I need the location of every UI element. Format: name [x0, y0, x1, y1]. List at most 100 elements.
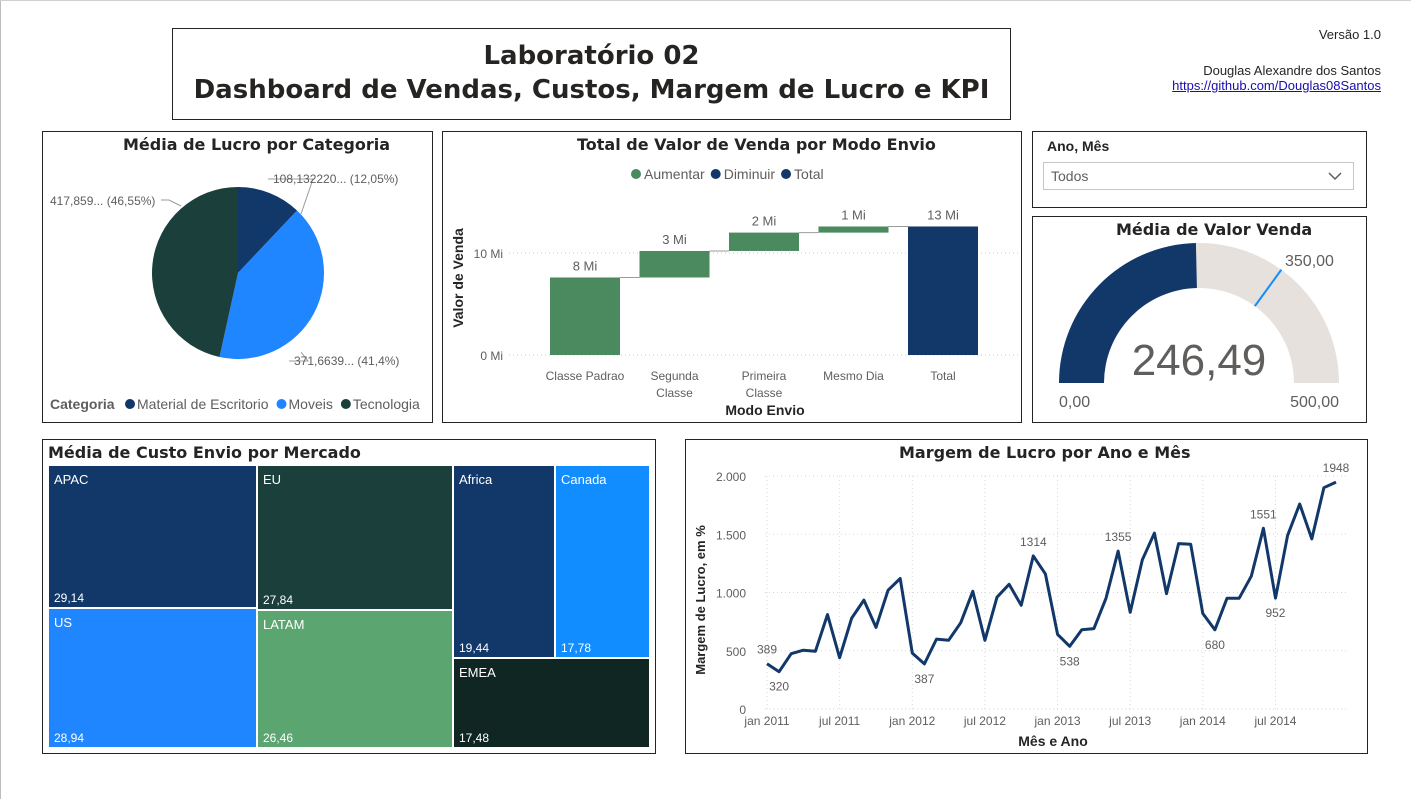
waterfall-legend-item[interactable]: Diminuir	[724, 166, 776, 182]
line-y-tick: 1.000	[716, 587, 746, 601]
line-x-tick: jul 2011	[818, 714, 860, 728]
treemap-cell-us[interactable]: US 28,94	[48, 608, 257, 748]
pie-slice-moveis[interactable]	[219, 210, 324, 359]
waterfall-y-axis-title: Valor de Venda	[450, 228, 466, 328]
treemap-name: LATAM	[263, 617, 305, 632]
waterfall-legend-item[interactable]: Aumentar	[644, 166, 705, 182]
version-label: Versão 1.0	[1318, 27, 1381, 42]
waterfall-legend-item[interactable]: Total	[794, 166, 824, 182]
dashboard-title-box: Laboratório 02 Dashboard de Vendas, Cust…	[172, 28, 1011, 120]
legend-marker	[710, 169, 721, 179]
treemap-cell-latam[interactable]: LATAM 26,46	[257, 610, 453, 748]
treemap-value: 29,14	[54, 591, 85, 605]
line-y-axis-title: Margem de Lucro, em %	[693, 525, 708, 675]
line-data-label: 538	[1060, 654, 1080, 668]
waterfall-y-tick: 10 Mi	[474, 247, 503, 261]
pie-leader-line	[289, 351, 310, 362]
gauge-value-label: 246,49	[1132, 336, 1267, 385]
legend-marker	[781, 169, 792, 179]
pie-leader-line	[268, 178, 314, 215]
line-x-tick: jan 2011	[743, 714, 789, 728]
waterfall-bar[interactable]	[729, 232, 799, 251]
pie-slice-tecnologia[interactable]	[152, 187, 238, 357]
waterfall-bar[interactable]	[639, 250, 710, 278]
gauge-svg: 350,00 246,49 0,00 500,00	[1059, 243, 1339, 411]
canvas-top-edge	[0, 0, 1411, 1]
pie-legend-title: Categoria	[50, 396, 115, 412]
waterfall-x-tick: Segunda	[650, 369, 698, 383]
pie-legend-item[interactable]: Moveis	[289, 396, 333, 412]
treemap-cell-apac[interactable]: APAC 29,14	[48, 465, 257, 608]
line-y-tick: 0	[739, 703, 746, 717]
legend-marker	[276, 399, 287, 409]
waterfall-chart-card: Total de Valor de Venda por Modo Envio A…	[442, 131, 1022, 423]
pie-chart-svg: 108,132220... (12,05%) 371,6639... (41,4%…	[50, 172, 420, 412]
treemap-title: Média de Custo Envio por Mercado	[48, 443, 361, 462]
treemap-name: Canada	[561, 472, 607, 487]
line-x-axis-title: Mês e Ano	[1018, 733, 1088, 749]
treemap-value: 28,94	[54, 731, 85, 745]
line-data-label: 320	[769, 680, 789, 694]
waterfall-bar[interactable]	[818, 226, 889, 233]
waterfall-x-tick: Classe	[746, 386, 783, 400]
line-x-tick: jan 2012	[888, 714, 935, 728]
line-x-tick: jul 2014	[1253, 714, 1296, 728]
waterfall-bar[interactable]	[550, 277, 620, 355]
line-x-tick: jan 2013	[1034, 714, 1081, 728]
gauge-title: Média de Valor Venda	[1116, 220, 1313, 239]
legend-marker	[125, 399, 135, 409]
line-data-label: 1948	[1323, 461, 1350, 475]
line-data-label: 389	[757, 643, 777, 657]
waterfall-x-tick: Classe Padrao	[546, 369, 625, 383]
github-link[interactable]: https://github.com/Douglas08Santos	[1172, 78, 1381, 93]
waterfall-y-tick: 0 Mi	[480, 349, 503, 363]
treemap-value: 19,44	[459, 641, 490, 655]
gauge-value-arc[interactable]	[1059, 243, 1197, 383]
line-x-tick: jul 2013	[1108, 714, 1151, 728]
line-data-label: 1355	[1105, 530, 1132, 544]
waterfall-data-label: 2 Mi	[752, 214, 777, 229]
line-y-tick: 2.000	[716, 470, 746, 484]
treemap-name: US	[54, 615, 73, 630]
legend-marker	[340, 399, 351, 409]
title-line-2: Dashboard de Vendas, Custos, Margem de L…	[193, 75, 990, 105]
waterfall-bar[interactable]	[908, 226, 978, 355]
waterfall-x-axis-title: Modo Envio	[725, 402, 804, 418]
waterfall-x-tick: Total	[930, 369, 955, 383]
pie-slice-material-de-escritorio[interactable]	[238, 187, 298, 273]
treemap-cell-eu[interactable]: EU 27,84	[257, 465, 453, 610]
slicer-dropdown[interactable]: Todos	[1043, 162, 1354, 190]
line-chart-svg: 0 500 1.000 1.500 2.000 jan 2011 jul 2011 jan 2…	[693, 461, 1350, 749]
author-name: Douglas Alexandre dos Santos	[1203, 63, 1381, 78]
gauge-min-label: 0,00	[1059, 394, 1090, 411]
waterfall-data-label: 1 Mi	[841, 207, 866, 222]
line-data-label: 387	[914, 672, 934, 686]
pie-legend-item[interactable]: Material de Escritorio	[137, 396, 269, 412]
line-data-label: 1551	[1250, 507, 1277, 521]
waterfall-x-tick: Classe	[656, 386, 693, 400]
pie-data-label: 371,6639... (41,4%)	[294, 354, 399, 368]
treemap-cell-canada[interactable]: Canada 17,78	[555, 465, 650, 658]
treemap-cell-africa[interactable]: Africa 19,44	[453, 465, 555, 658]
pie-legend-item[interactable]: Tecnologia	[353, 396, 420, 412]
waterfall-data-label: 13 Mi	[927, 207, 959, 222]
treemap-cell-emea[interactable]: EMEA 17,48	[453, 658, 650, 748]
treemap-name: APAC	[54, 472, 89, 487]
treemap-value: 17,78	[561, 641, 592, 655]
author-block: Douglas Alexandre dos Santos https://git…	[1172, 63, 1381, 93]
line-x-tick: jan 2014	[1179, 714, 1226, 728]
pie-chart-title: Média de Lucro por Categoria	[123, 135, 391, 154]
line-series[interactable]	[766, 480, 1337, 674]
line-y-tick: 1.500	[716, 528, 746, 542]
waterfall-data-label: 8 Mi	[573, 258, 598, 273]
waterfall-x-tick: Primeira	[742, 369, 787, 383]
canvas-left-edge	[0, 0, 1, 799]
waterfall-data-label: 3 Mi	[662, 232, 687, 247]
treemap-value: 27,84	[263, 593, 294, 607]
treemap-value: 17,48	[459, 731, 490, 745]
gauge-target-label: 350,00	[1285, 253, 1334, 270]
line-x-tick: jul 2012	[963, 714, 1006, 728]
line-chart-title: Margem de Lucro por Ano e Mês	[899, 443, 1191, 462]
treemap-name: Africa	[459, 472, 493, 487]
pie-chart-card: Média de Lucro por Categoria 108,132220.…	[42, 131, 433, 423]
